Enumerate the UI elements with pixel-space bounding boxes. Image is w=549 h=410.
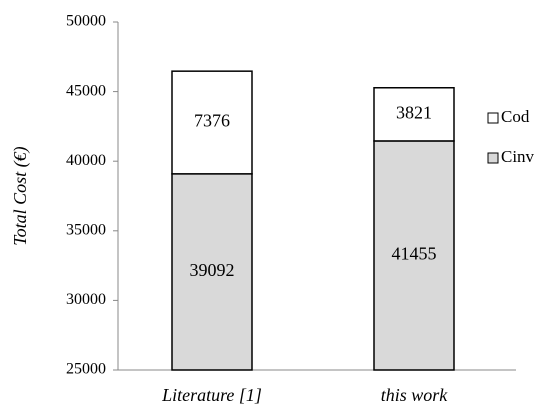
y-tick-label: 45000 [66, 82, 106, 99]
y-tick-label: 25000 [66, 361, 106, 378]
bar-segment [373, 87, 455, 142]
x-tick-label: this work [381, 385, 449, 405]
value-label: 39092 [190, 260, 235, 280]
y-axis-label: Total Cost (€) [10, 146, 31, 245]
value-label: 41455 [392, 244, 437, 264]
legend-swatch [487, 112, 499, 124]
legend-label: Cod [501, 107, 530, 126]
legend-swatch [487, 152, 499, 164]
y-tick-label: 35000 [66, 221, 106, 238]
legend-label: Cinv [501, 147, 535, 166]
bar-segment [171, 70, 253, 175]
y-tick-label: 40000 [66, 152, 106, 169]
y-tick-label: 30000 [66, 291, 106, 308]
y-tick-label: 50000 [66, 13, 106, 30]
bar-segment [171, 173, 253, 371]
value-label: 7376 [194, 111, 230, 131]
value-label: 3821 [396, 102, 432, 122]
bar-segment [373, 140, 455, 371]
x-tick-label: Literature [1] [161, 385, 262, 405]
